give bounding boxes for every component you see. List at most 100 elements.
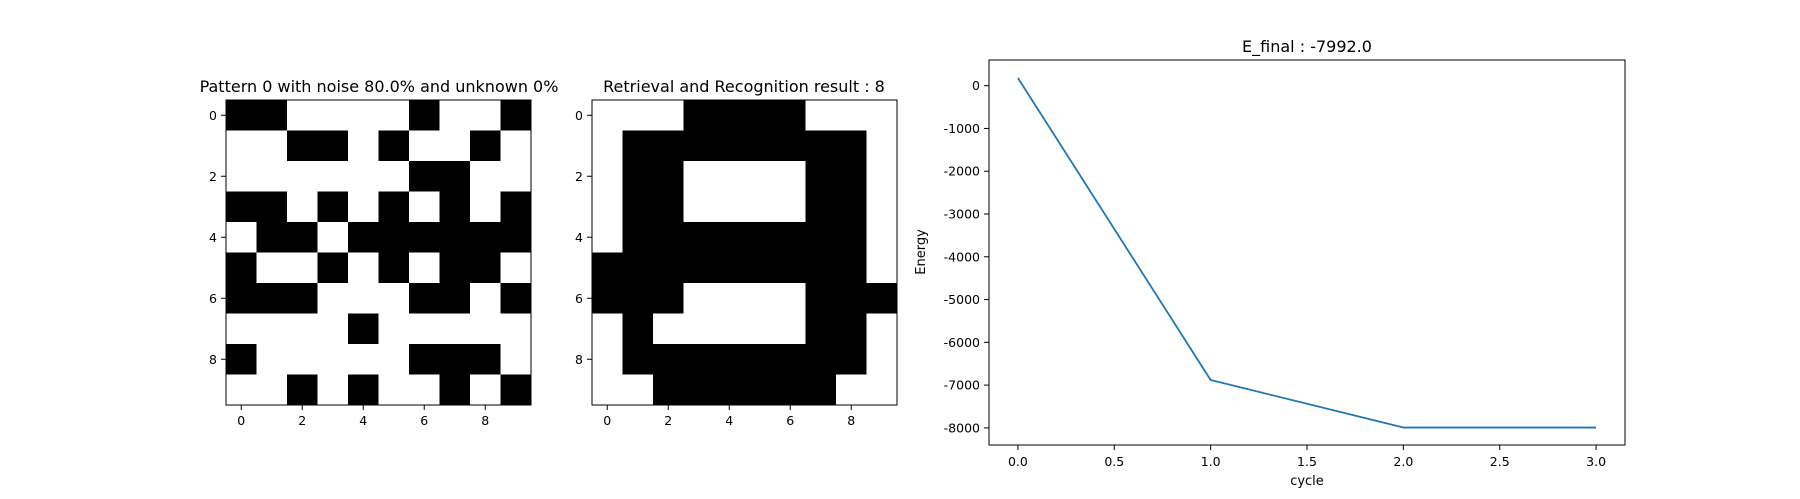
y-tick-label: 0 [209, 108, 217, 123]
pixel-cell [348, 283, 379, 314]
pixel-cell [653, 283, 684, 314]
pixel-cell [226, 374, 257, 406]
pixel-cell [683, 130, 715, 162]
pixel-cell [714, 130, 745, 162]
pixel-cell [256, 252, 288, 284]
pixel-cell [409, 344, 440, 375]
pixel-cell [775, 374, 806, 406]
pixel-cell [653, 374, 684, 406]
x-tick-label: 2.5 [1490, 454, 1510, 469]
noisy-pattern-title: Pattern 0 with noise 80.0% and unknown 0… [200, 77, 559, 96]
energy-panel: E_final : -7992.0 0.0 0.5 1.0 1.5 2.0 2.5 3.0 … [914, 37, 1626, 489]
pixel-cell [439, 161, 471, 192]
pixel-cell [683, 100, 715, 131]
noisy-pattern-y-ticks: 0 2 4 6 8 [209, 108, 226, 367]
y-tick-label: -2000 [944, 164, 980, 179]
pixel-cell [287, 313, 318, 345]
y-tick-label: -3000 [944, 207, 980, 222]
pixel-cell [226, 161, 257, 192]
pixel-cell [226, 191, 257, 223]
pixel-cell [470, 222, 501, 253]
pixel-cell [348, 191, 379, 223]
pixel-cell [378, 374, 410, 406]
pixel-cell [714, 100, 745, 131]
pixel-cell [256, 130, 288, 162]
pixel-cell [744, 344, 776, 375]
pixel-cell [714, 191, 745, 223]
pixel-cell [226, 283, 257, 314]
x-tick-label: 0.5 [1104, 454, 1124, 469]
pixel-cell [836, 344, 867, 375]
x-tick-label: 8 [481, 413, 489, 428]
pixel-cell [287, 191, 318, 223]
pixel-cell [683, 191, 715, 223]
pixel-cell [439, 130, 471, 162]
pixel-cell [653, 313, 684, 345]
pixel-cell [256, 344, 288, 375]
pixel-cell [439, 191, 471, 223]
pixel-cell [470, 191, 501, 223]
pixel-cell [775, 252, 806, 284]
pixel-cell [348, 374, 379, 406]
pixel-cell [378, 161, 410, 192]
pixel-cell [866, 374, 898, 406]
pixel-cell [653, 252, 684, 284]
pixel-cell [744, 100, 776, 131]
pixel-cell [226, 252, 257, 284]
pixel-cell [439, 252, 471, 284]
pixel-cell [439, 344, 471, 375]
y-tick-label: -8000 [944, 420, 980, 435]
pixel-cell [592, 222, 623, 253]
pixel-cell [287, 161, 318, 192]
pixel-cell [348, 344, 379, 375]
pixel-cell [409, 191, 440, 223]
pixel-cell [256, 374, 288, 406]
pixel-cell [714, 222, 745, 253]
pixel-cell [592, 130, 623, 162]
pixel-cell [348, 313, 379, 345]
pixel-cell [317, 130, 349, 162]
pixel-cell [592, 313, 623, 345]
pixel-cell [805, 222, 837, 253]
energy-x-axis-label: cycle [1290, 474, 1324, 489]
pixel-cell [714, 283, 745, 314]
pixel-cell [500, 313, 532, 345]
x-tick-label: 4 [359, 413, 367, 428]
pixel-cell [714, 161, 745, 192]
pixel-cell [866, 313, 898, 345]
pixel-cell [500, 100, 532, 131]
pixel-cell [348, 130, 379, 162]
pixel-cell [256, 222, 288, 253]
pixel-cell [653, 191, 684, 223]
x-tick-label: 1.0 [1201, 454, 1221, 469]
pixel-cell [256, 313, 288, 345]
pixel-cell [592, 161, 623, 192]
pixel-cell [378, 191, 410, 223]
pixel-cell [592, 252, 623, 284]
pixel-cell [317, 344, 349, 375]
pixel-cell [683, 222, 715, 253]
pixel-cell [805, 161, 837, 192]
pixel-cell [378, 100, 410, 131]
pixel-cell [866, 222, 898, 253]
x-tick-label: 2 [298, 413, 306, 428]
pixel-cell [226, 100, 257, 131]
pixel-cell [439, 100, 471, 131]
pixel-cell [378, 130, 410, 162]
pixel-cell [378, 344, 410, 375]
pixel-cell [622, 191, 654, 223]
pixel-cell [775, 161, 806, 192]
pixel-cell [805, 344, 837, 375]
pixel-cell [836, 313, 867, 345]
pixel-cell [500, 344, 532, 375]
pixel-cell [256, 283, 288, 314]
pixel-cell [683, 344, 715, 375]
pixel-cell [317, 100, 349, 131]
pixel-cell [805, 191, 837, 223]
pixel-cell [348, 161, 379, 192]
pixel-cell [653, 100, 684, 131]
pixel-cell [866, 283, 898, 314]
pixel-cell [409, 161, 440, 192]
energy-series-line [1017, 77, 1597, 429]
y-tick-label: 2 [575, 169, 583, 184]
